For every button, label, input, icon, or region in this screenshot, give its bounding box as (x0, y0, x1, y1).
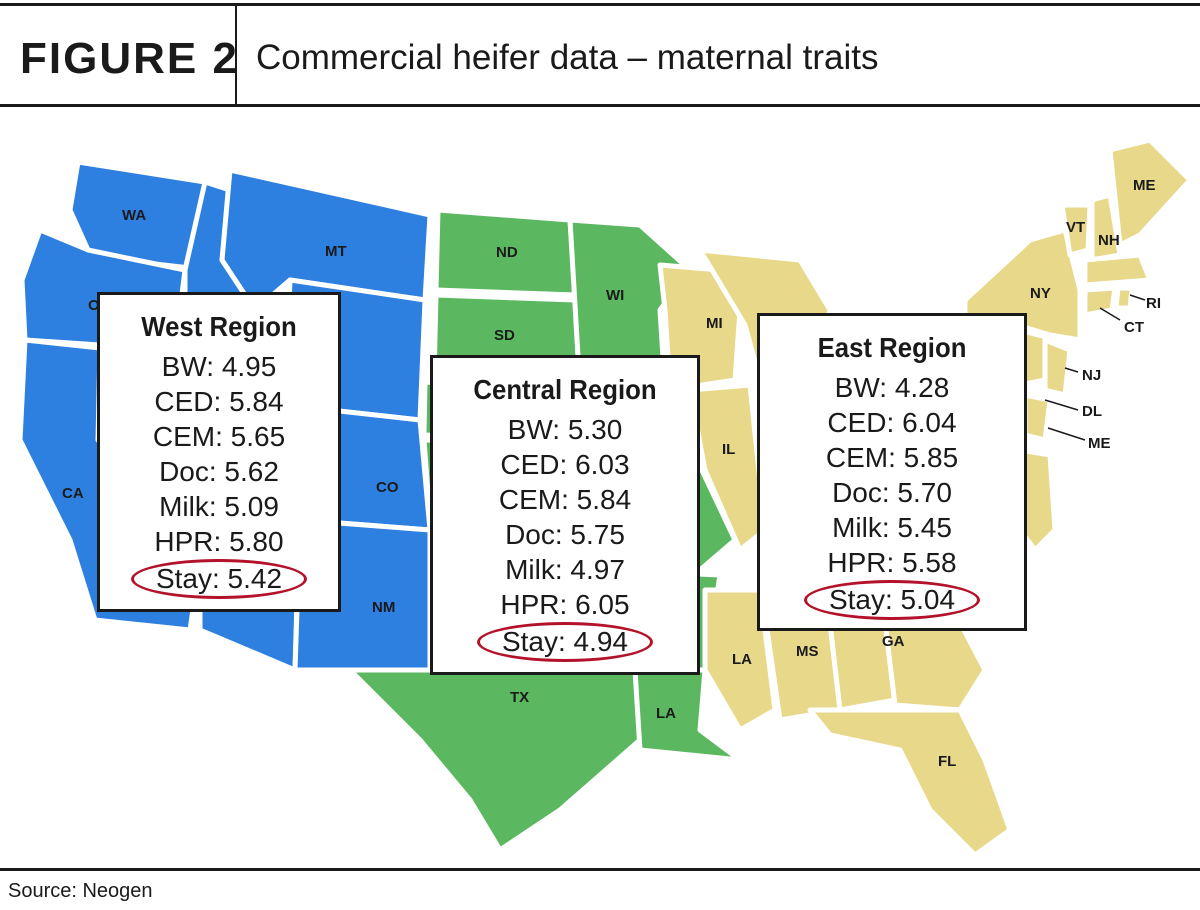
label-la-central: LA (656, 705, 676, 722)
trait-bw: BW: 5.30 (507, 414, 623, 445)
label-wi: WI (606, 287, 624, 304)
label-nj: NJ (1082, 367, 1101, 384)
east-region-states (657, 137, 1193, 858)
label-tx: TX (510, 689, 529, 706)
trait-cem: CEM: 5.85 (825, 442, 959, 473)
label-vt: VT (1066, 219, 1085, 236)
state-il (687, 382, 768, 553)
connector-nj (1064, 367, 1079, 373)
figure-label: FIGURE 2 (20, 34, 239, 83)
trait-ced: CED: 6.03 (500, 449, 630, 480)
connector-ct (1099, 307, 1121, 321)
state-fl (807, 707, 1013, 858)
trait-doc: Doc: 5.62 (159, 456, 279, 487)
label-il: IL (722, 441, 735, 458)
label-ga: GA (882, 633, 905, 650)
trait-stay-highlight: Stay: 5.42 (130, 559, 308, 599)
label-nm: NM (372, 599, 395, 616)
trait-bw: BW: 4.95 (161, 351, 277, 382)
west-region-box: West Region BW: 4.95 CED: 5.84 CEM: 5.65… (97, 292, 341, 612)
trait-ced: CED: 6.04 (827, 407, 957, 438)
trait-doc: Doc: 5.70 (832, 477, 952, 508)
state-me (1107, 137, 1193, 248)
trait-bw: BW: 4.28 (834, 372, 950, 403)
state-vt (1059, 202, 1093, 258)
trait-hpr: HPR: 5.80 (154, 526, 284, 557)
east-region-box: East Region BW: 4.28 CED: 6.04 CEM: 5.85… (757, 313, 1027, 631)
label-mt: MT (325, 243, 347, 260)
label-ct: CT (1124, 319, 1144, 336)
label-fl: FL (938, 753, 956, 770)
label-me-top: ME (1133, 177, 1156, 194)
trait-milk: Milk: 4.97 (505, 554, 625, 585)
connector-ri (1129, 294, 1146, 301)
label-me-bottom: ME (1088, 435, 1111, 452)
connector-me-bottom (1047, 427, 1086, 441)
label-wa: WA (122, 207, 146, 224)
trait-hpr: HPR: 6.05 (500, 589, 630, 620)
region-title: West Region (141, 311, 297, 342)
trait-milk: Milk: 5.45 (832, 512, 952, 543)
label-la-east: LA (732, 651, 752, 668)
header-bottom-rule (0, 104, 1200, 107)
header-top-rule (0, 3, 1200, 6)
label-nh: NH (1098, 232, 1120, 249)
region-title: Central Region (473, 374, 657, 405)
state-ri (1113, 285, 1135, 311)
trait-stay-highlight: Stay: 4.94 (476, 622, 654, 662)
label-co: CO (376, 479, 399, 496)
figure-title: Commercial heifer data – maternal traits (256, 38, 879, 77)
trait-doc: Doc: 5.75 (505, 519, 625, 550)
label-ca: CA (62, 485, 84, 502)
trait-ced: CED: 5.84 (154, 386, 284, 417)
label-ms: MS (796, 643, 819, 660)
state-ct (1082, 285, 1118, 318)
figure-header: FIGURE 2 Commercial heifer data – matern… (0, 0, 1200, 108)
trait-cem: CEM: 5.84 (498, 484, 632, 515)
central-region-box: Central Region BW: 5.30 CED: 6.03 CEM: 5… (430, 355, 700, 675)
connector-dl (1044, 399, 1079, 411)
trait-milk: Milk: 5.09 (159, 491, 279, 522)
region-title: East Region (817, 332, 967, 363)
label-mi: MI (706, 315, 723, 332)
trait-cem: CEM: 5.65 (152, 421, 286, 452)
source-credit: Source: Neogen (8, 880, 153, 902)
footer-rule (0, 868, 1200, 871)
label-dl: DL (1082, 403, 1102, 420)
trait-stay-highlight: Stay: 5.04 (803, 580, 981, 620)
state-de-md (1022, 392, 1053, 443)
trait-hpr: HPR: 5.58 (827, 547, 957, 578)
header-divider (235, 6, 237, 104)
label-ri: RI (1146, 295, 1161, 312)
state-ma (1082, 252, 1153, 288)
label-nd: ND (496, 244, 518, 261)
state-nj (1042, 337, 1073, 398)
label-sd: SD (494, 327, 515, 344)
label-ny: NY (1030, 285, 1051, 302)
